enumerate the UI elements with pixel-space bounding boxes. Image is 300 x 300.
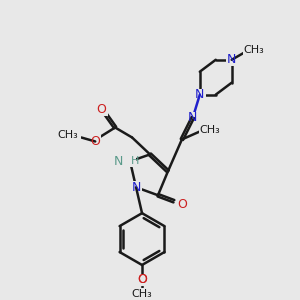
FancyBboxPatch shape (135, 274, 149, 286)
Text: O: O (137, 273, 147, 286)
Text: CH₃: CH₃ (200, 124, 220, 134)
Text: CH₃: CH₃ (132, 289, 152, 299)
Text: N: N (114, 155, 123, 168)
Text: O: O (90, 135, 100, 148)
FancyBboxPatch shape (187, 112, 199, 124)
FancyBboxPatch shape (89, 136, 101, 147)
Text: N: N (227, 53, 236, 66)
FancyBboxPatch shape (116, 155, 136, 167)
Text: O: O (137, 273, 147, 286)
Text: N: N (188, 111, 197, 124)
FancyBboxPatch shape (176, 198, 188, 210)
FancyBboxPatch shape (243, 44, 265, 56)
Text: CH₃: CH₃ (243, 45, 264, 55)
Text: O: O (96, 103, 106, 116)
Text: N: N (131, 181, 141, 194)
Text: N: N (195, 88, 205, 101)
FancyBboxPatch shape (128, 288, 156, 300)
FancyBboxPatch shape (130, 181, 142, 193)
FancyBboxPatch shape (199, 124, 221, 136)
Text: O: O (177, 198, 187, 211)
FancyBboxPatch shape (226, 54, 238, 66)
Text: H: H (131, 156, 140, 167)
FancyBboxPatch shape (94, 103, 108, 116)
FancyBboxPatch shape (194, 89, 206, 100)
FancyBboxPatch shape (136, 274, 148, 286)
FancyBboxPatch shape (53, 130, 81, 142)
FancyBboxPatch shape (126, 288, 158, 300)
Text: CH₃: CH₃ (57, 130, 78, 140)
